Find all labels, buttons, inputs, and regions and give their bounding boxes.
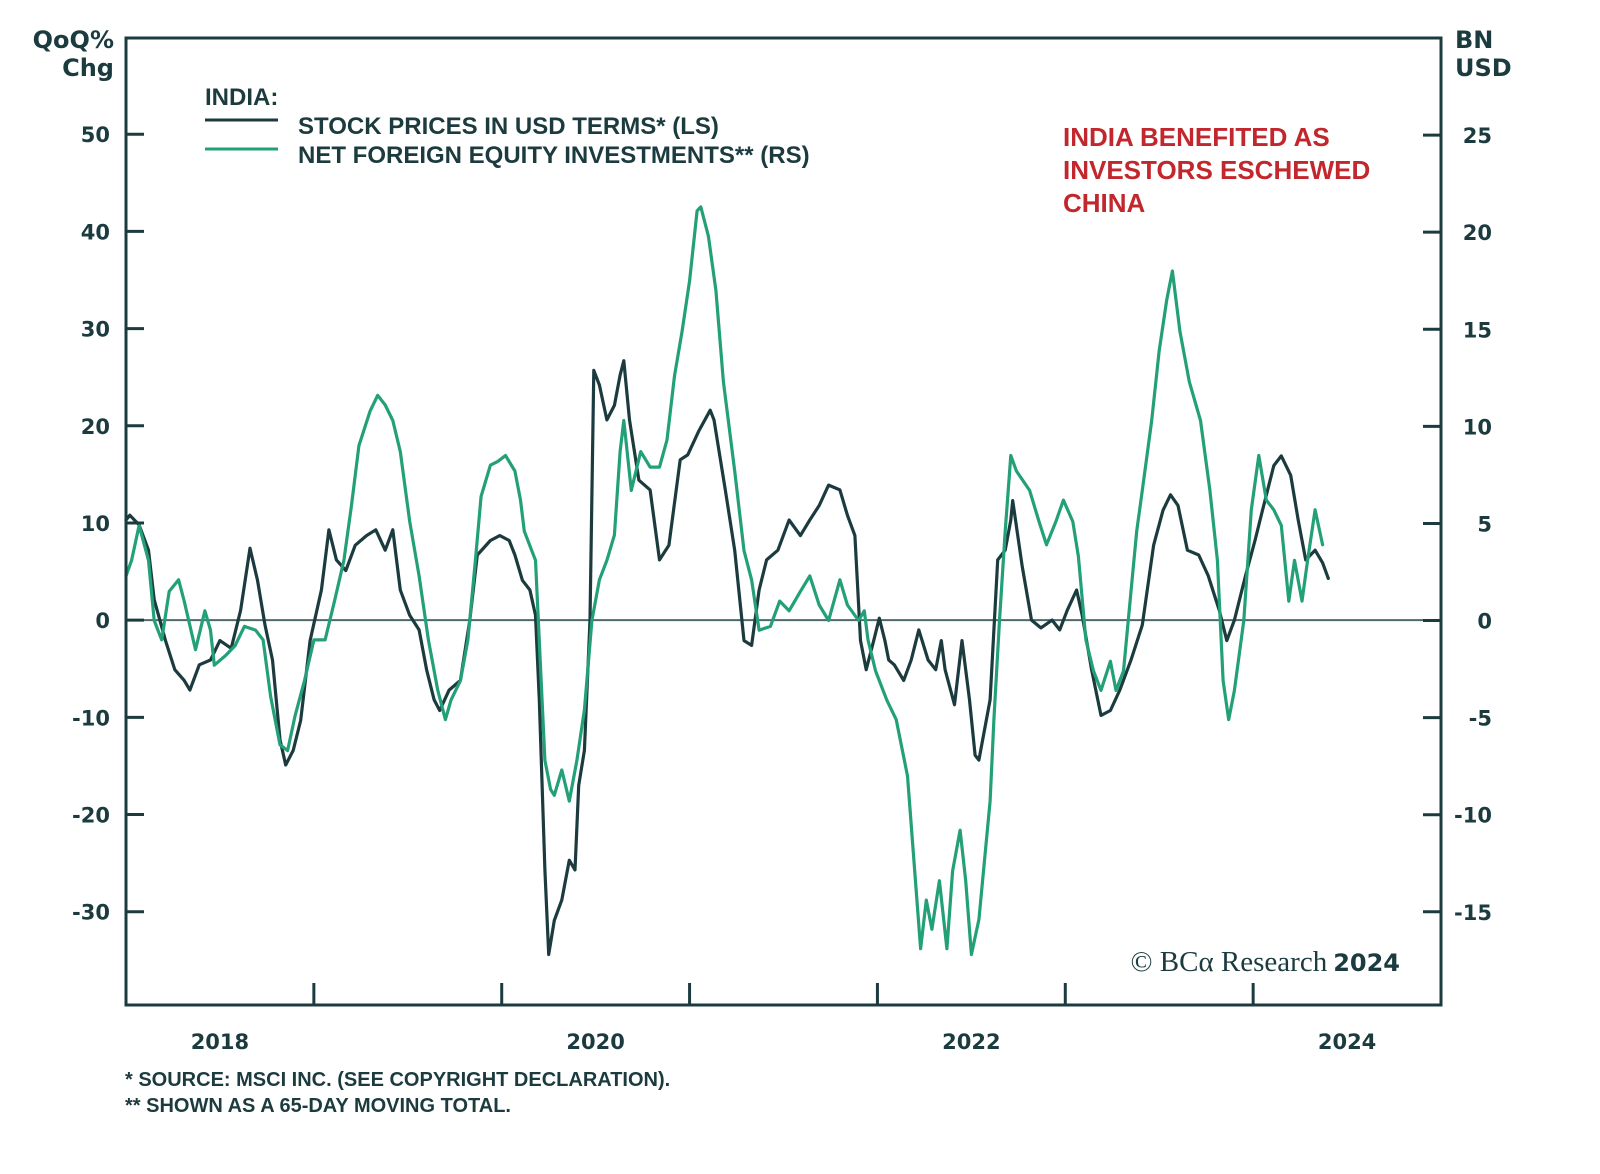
x-axis-tick-label: 2024 (1318, 1030, 1376, 1054)
left-axis-tick-label: -20 (72, 804, 110, 828)
right-axis-tick-label: 15 (1463, 318, 1492, 342)
annotation-line-2: INVESTORS ESCHEWED (1063, 155, 1370, 185)
right-axis-tick-label: 20 (1463, 221, 1492, 245)
right-axis-title-line1: BN (1455, 26, 1493, 54)
legend-header: INDIA: (205, 84, 278, 111)
right-axis-title-line2: USD (1455, 54, 1512, 82)
right-axis-tick-label: -5 (1469, 707, 1492, 731)
annotation-line-3: CHINA (1063, 188, 1146, 218)
left-axis-tick-label: 10 (81, 512, 110, 536)
right-axis-tick-label: 5 (1477, 512, 1492, 536)
copyright-prefix: © BCα Research (1131, 946, 1328, 978)
right-axis-tick-label: -10 (1454, 804, 1492, 828)
copyright-notice: © BCα Research 2024 (1131, 946, 1400, 978)
right-axis-tick-label: -15 (1454, 901, 1492, 925)
left-axis-tick-label: 30 (81, 318, 110, 342)
legend-label-stock-prices: STOCK PRICES IN USD TERMS* (LS) (298, 113, 719, 140)
x-axis-tick-label: 2022 (942, 1030, 1000, 1054)
right-axis-tick-label: 0 (1477, 610, 1492, 634)
left-axis-title-line1: QoQ% (33, 26, 114, 54)
left-axis-title-line2: Chg (62, 54, 114, 82)
left-axis-tick-label: 20 (81, 415, 110, 439)
series-line-net-foreign-equity-investments (124, 205, 1325, 957)
annotation-line-1: INDIA BENEFITED AS (1063, 122, 1330, 152)
right-axis-tick-label: 25 (1463, 124, 1492, 148)
right-axis-tick-label: 10 (1463, 415, 1492, 439)
left-axis-tick-label: 50 (81, 123, 110, 147)
copyright-year: 2024 (1333, 949, 1400, 977)
footnote-moving-total: ** SHOWN AS A 65-DAY MOVING TOTAL. (125, 1095, 511, 1117)
left-axis-tick-label: 40 (81, 220, 110, 244)
left-axis-tick-label: -10 (72, 706, 110, 730)
series-line-stock-prices (124, 359, 1330, 957)
footnote-source: * SOURCE: MSCI INC. (SEE COPYRIGHT DECLA… (125, 1069, 670, 1091)
left-axis-tick-label: -30 (72, 901, 110, 925)
x-axis-tick-label: 2018 (191, 1030, 249, 1054)
left-axis-tick-label: 0 (95, 609, 110, 633)
x-axis-tick-label: 2020 (566, 1030, 624, 1054)
legend-label-net-foreign-investments: NET FOREIGN EQUITY INVESTMENTS** (RS) (298, 142, 810, 169)
